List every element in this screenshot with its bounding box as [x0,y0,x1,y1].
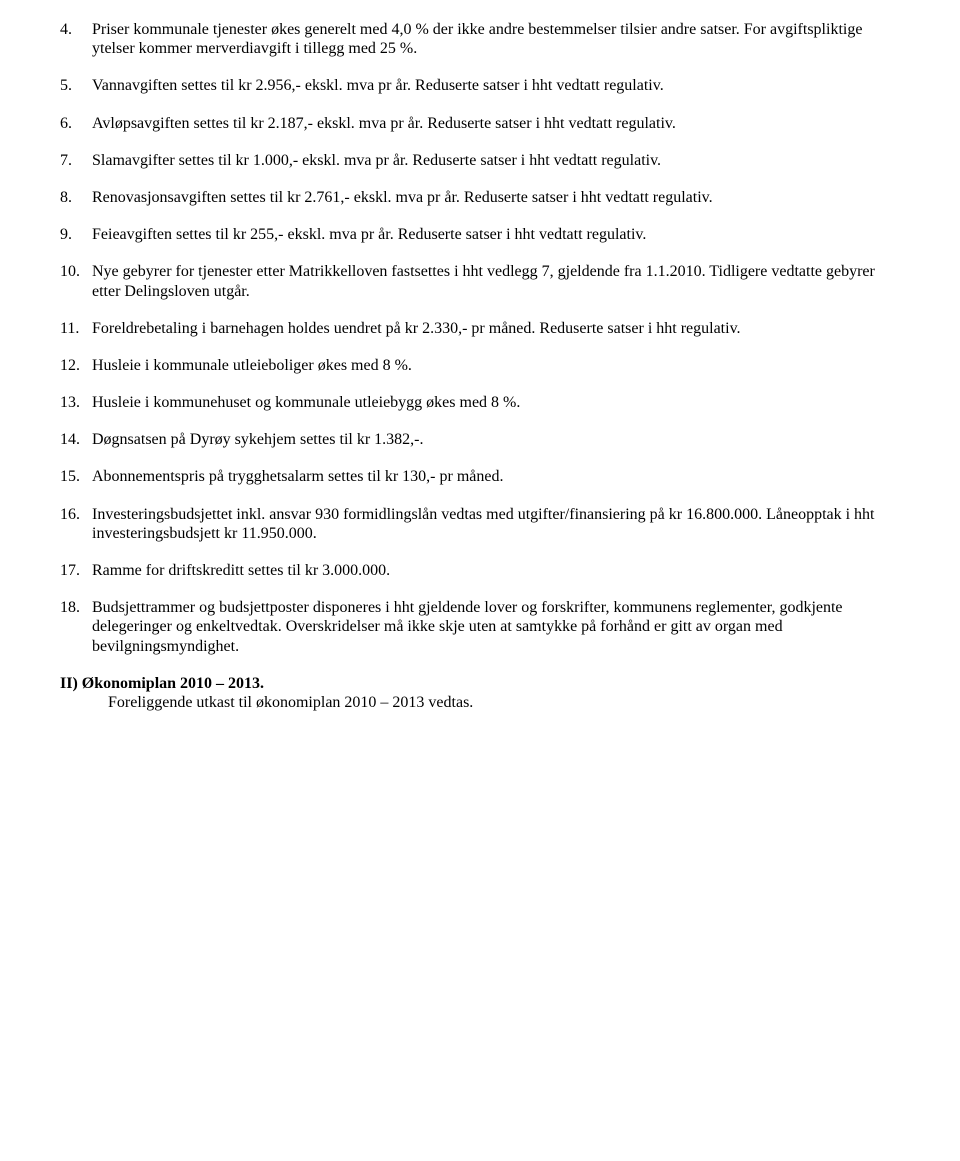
list-item: 18. Budsjettrammer og budsjettposter dis… [60,598,900,656]
item-text: Abonnementspris på trygghetsalarm settes… [92,467,900,486]
list-item: 14. Døgnsatsen på Dyrøy sykehjem settes … [60,430,900,449]
item-number: 12. [60,356,92,375]
item-text: Ramme for driftskreditt settes til kr 3.… [92,561,900,580]
item-number: 4. [60,20,92,58]
item-text: Husleie i kommunehuset og kommunale utle… [92,393,900,412]
list-item: 12. Husleie i kommunale utleieboliger øk… [60,356,900,375]
item-text: Døgnsatsen på Dyrøy sykehjem settes til … [92,430,900,449]
item-number: 15. [60,467,92,486]
section-subtext: Foreliggende utkast til økonomiplan 2010… [108,693,900,712]
list-item: 7. Slamavgifter settes til kr 1.000,- ek… [60,151,900,170]
item-number: 11. [60,319,92,338]
section-2: II) Økonomiplan 2010 – 2013. Foreliggend… [60,674,900,712]
section-heading: II) Økonomiplan 2010 – 2013. [60,674,900,693]
item-text: Foreldrebetaling i barnehagen holdes uen… [92,319,900,338]
item-text: Investeringsbudsjettet inkl. ansvar 930 … [92,505,900,543]
list-item: 11. Foreldrebetaling i barnehagen holdes… [60,319,900,338]
item-number: 14. [60,430,92,449]
list-item: 4. Priser kommunale tjenester økes gener… [60,20,900,58]
numbered-list: 4. Priser kommunale tjenester økes gener… [60,20,900,656]
item-text: Avløpsavgiften settes til kr 2.187,- eks… [92,114,900,133]
list-item: 5. Vannavgiften settes til kr 2.956,- ek… [60,76,900,95]
list-item: 8. Renovasjonsavgiften settes til kr 2.7… [60,188,900,207]
list-item: 17. Ramme for driftskreditt settes til k… [60,561,900,580]
item-number: 7. [60,151,92,170]
item-number: 16. [60,505,92,543]
list-item: 15. Abonnementspris på trygghetsalarm se… [60,467,900,486]
item-number: 5. [60,76,92,95]
list-item: 10. Nye gebyrer for tjenester etter Matr… [60,262,900,300]
item-text: Slamavgifter settes til kr 1.000,- ekskl… [92,151,900,170]
item-text: Feieavgiften settes til kr 255,- ekskl. … [92,225,900,244]
item-number: 6. [60,114,92,133]
item-text: Priser kommunale tjenester økes generelt… [92,20,900,58]
item-number: 13. [60,393,92,412]
list-item: 6. Avløpsavgiften settes til kr 2.187,- … [60,114,900,133]
item-text: Budsjettrammer og budsjettposter dispone… [92,598,900,656]
list-item: 13. Husleie i kommunehuset og kommunale … [60,393,900,412]
item-number: 10. [60,262,92,300]
item-text: Husleie i kommunale utleieboliger økes m… [92,356,900,375]
item-text: Nye gebyrer for tjenester etter Matrikke… [92,262,900,300]
item-text: Vannavgiften settes til kr 2.956,- ekskl… [92,76,900,95]
item-number: 9. [60,225,92,244]
item-number: 8. [60,188,92,207]
list-item: 16. Investeringsbudsjettet inkl. ansvar … [60,505,900,543]
list-item: 9. Feieavgiften settes til kr 255,- eksk… [60,225,900,244]
item-text: Renovasjonsavgiften settes til kr 2.761,… [92,188,900,207]
item-number: 17. [60,561,92,580]
item-number: 18. [60,598,92,656]
